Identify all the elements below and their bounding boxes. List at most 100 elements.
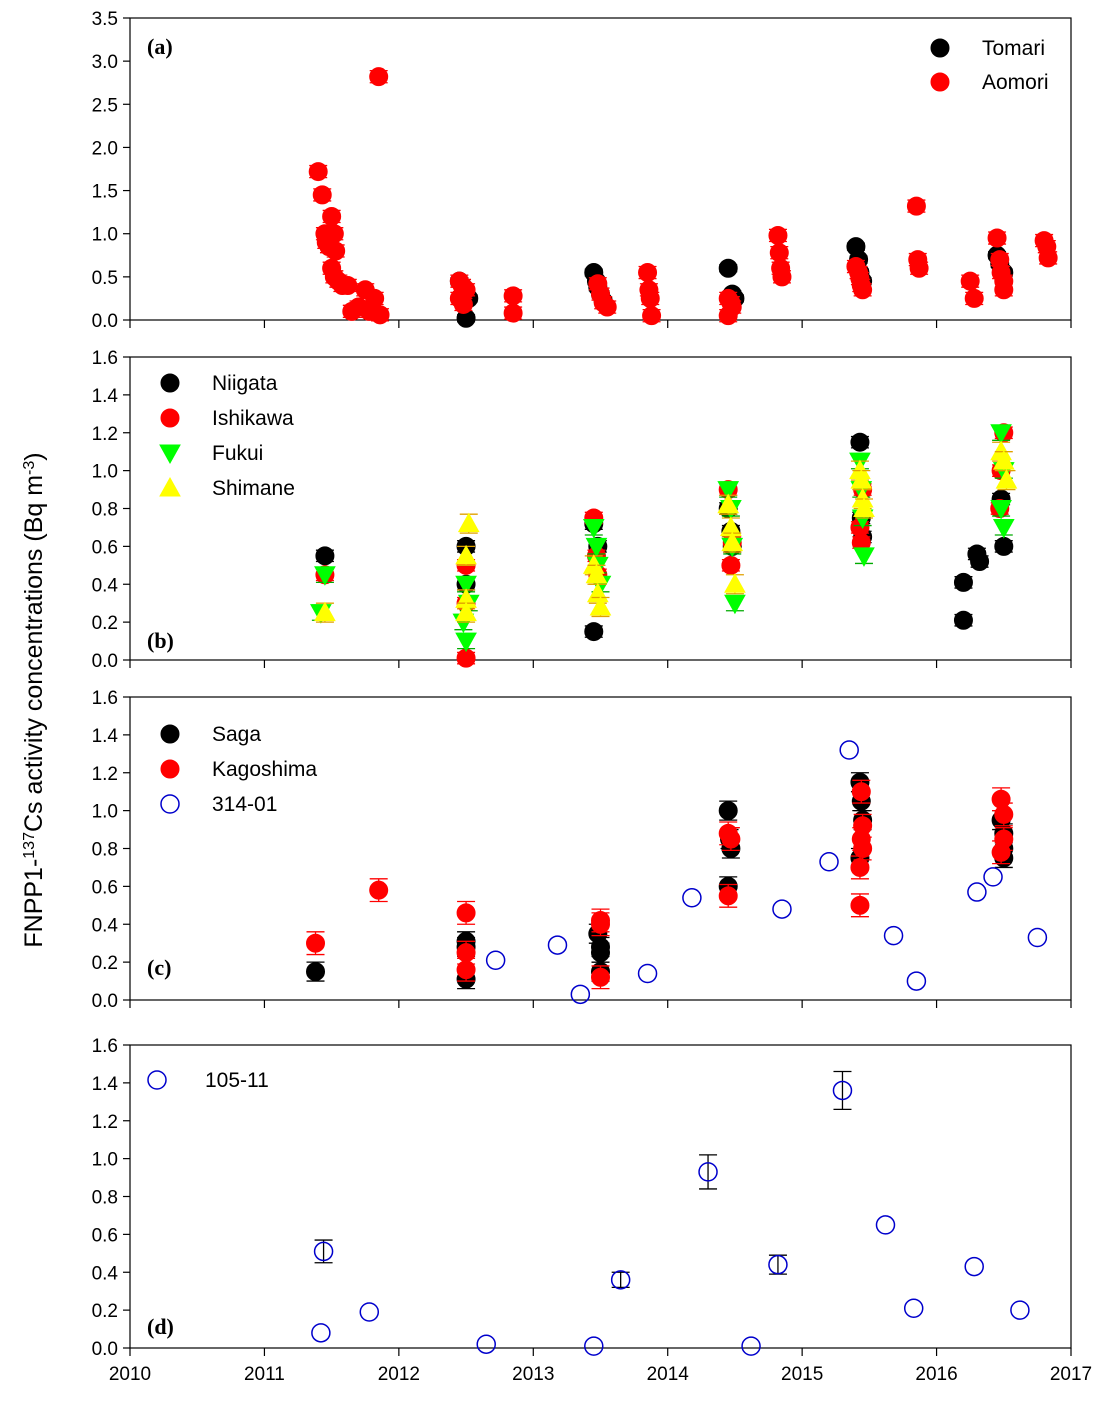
data-point	[455, 544, 477, 565]
data-point	[584, 1336, 604, 1356]
data-point	[850, 895, 870, 915]
y-tick-label: 0.4	[92, 915, 119, 936]
y-tick-label: 0.0	[92, 1339, 118, 1360]
data-point	[717, 493, 740, 514]
data-point	[585, 563, 608, 584]
legend-label: Fukui	[212, 442, 263, 465]
legend-entry: Niigata	[160, 372, 278, 395]
data-point	[369, 67, 389, 87]
series-Kagoshima	[306, 779, 1014, 990]
legend-marker	[147, 1070, 167, 1090]
data-point	[547, 935, 568, 955]
legend-marker	[160, 759, 180, 779]
data-point	[455, 632, 477, 653]
x-tick-label: 2015	[781, 1364, 823, 1385]
data-point	[718, 306, 738, 326]
data-point	[990, 500, 1012, 520]
y-tick-label: 0.2	[92, 1301, 118, 1322]
data-point	[724, 594, 746, 615]
data-point	[306, 933, 326, 953]
data-point	[313, 1241, 334, 1262]
y-tick-label: 0.6	[92, 537, 118, 558]
data-point	[306, 962, 326, 982]
legend-entry: Ishikawa	[160, 407, 294, 430]
x-tick-label: 2011	[244, 1364, 285, 1385]
data-point	[311, 1323, 331, 1343]
data-point	[953, 572, 973, 592]
data-point	[312, 185, 332, 205]
data-point	[589, 595, 612, 616]
y-tick-label: 1.4	[92, 1074, 119, 1095]
data-point	[994, 804, 1014, 824]
data-point	[721, 829, 741, 849]
data-point	[698, 1162, 718, 1182]
data-point	[967, 882, 987, 902]
data-point	[640, 288, 660, 308]
data-point	[455, 575, 477, 596]
panel-1: 0.0 0.5 1.0 1.5 2.0 2.5 3.0 3.5 Tomari Aomori (a)	[92, 9, 1072, 332]
data-point	[883, 925, 904, 946]
data-point	[456, 960, 476, 980]
legend-entry: Tomari	[930, 37, 1045, 60]
y-tick-label: 0.8	[92, 500, 118, 521]
legend-entry: 105-11	[147, 1069, 269, 1092]
data-point	[721, 531, 744, 552]
y-tick-label: 1.2	[92, 764, 118, 785]
y-tick-label: 2.0	[92, 138, 118, 159]
data-point	[456, 903, 476, 923]
data-point	[338, 275, 358, 295]
legend-marker	[160, 373, 180, 393]
y-tick-label: 1.0	[92, 462, 118, 483]
data-point	[591, 943, 610, 963]
error-bar	[833, 1070, 852, 1111]
y-tick-label: 3.5	[92, 9, 118, 30]
data-point	[903, 1298, 924, 1318]
legend-label: 314-01	[212, 793, 277, 816]
data-point	[906, 196, 926, 216]
plot-frame	[129, 1044, 1072, 1349]
x-tick-label: 2017	[1050, 1364, 1092, 1385]
series-Saga	[306, 772, 1014, 990]
data-point	[315, 546, 335, 566]
data-point	[741, 1336, 761, 1356]
panel-label: (b)	[147, 628, 174, 653]
data-point	[960, 271, 980, 291]
data-point	[457, 512, 480, 533]
y-tick-label: 0.6	[92, 1225, 118, 1246]
y-tick-label: 1.0	[92, 1150, 118, 1171]
y-tick-label: 1.0	[92, 225, 118, 246]
data-point	[637, 963, 658, 984]
data-point	[850, 469, 873, 489]
legend-marker	[160, 724, 180, 744]
x-tick-label: 2016	[915, 1364, 957, 1385]
data-point	[850, 432, 870, 452]
data-point	[991, 842, 1011, 862]
legend-marker	[160, 408, 180, 428]
data-point	[455, 601, 477, 622]
legend-label: Shimane	[212, 477, 295, 500]
data-point	[359, 1302, 380, 1322]
panel-4: 0.0 0.2 0.4 0.6 0.8 1.0 1.2 1.4 1.6 2010 2011 2012 2…	[92, 1036, 1093, 1385]
y-tick-label: 0.0	[92, 311, 118, 332]
data-point	[724, 573, 746, 593]
data-point	[995, 469, 1018, 489]
legend-label: Tomari	[982, 37, 1045, 60]
data-point	[582, 518, 605, 539]
data-point	[909, 258, 929, 278]
legend-marker	[160, 794, 180, 814]
data-point	[970, 552, 990, 572]
series-Ishikawa	[315, 423, 1014, 668]
data-point	[853, 839, 873, 858]
data-point	[853, 280, 873, 300]
series-314-01	[485, 740, 1048, 1005]
data-point	[1038, 248, 1058, 268]
x-tick-label: 2013	[512, 1364, 554, 1385]
data-point	[772, 899, 792, 919]
plot-frame	[129, 17, 1072, 321]
legend-marker	[930, 72, 950, 92]
y-tick-label: 0.8	[92, 1188, 118, 1209]
y-tick-label: 1.4	[92, 726, 119, 747]
y-tick-label: 0.4	[92, 575, 119, 596]
y-tick-label: 1.6	[92, 1036, 118, 1057]
legend-entry: 314-01	[160, 793, 277, 816]
